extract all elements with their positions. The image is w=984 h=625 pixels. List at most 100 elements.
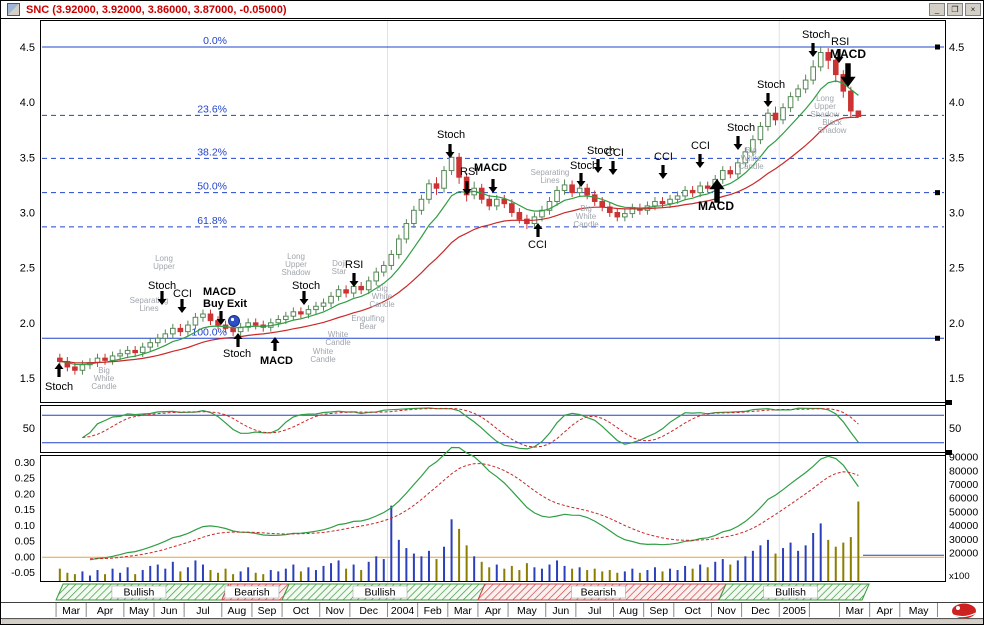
- axis-month-label: Aug: [228, 605, 247, 617]
- signal-label: RSI: [460, 166, 478, 178]
- volume-axis-label: 90000: [949, 452, 978, 464]
- pattern-label: Big: [376, 284, 388, 293]
- axis-month-label: Dec: [751, 605, 770, 617]
- signal-label: Stoch: [727, 122, 755, 134]
- ma-fast-line: [59, 80, 859, 366]
- candle-body: [606, 206, 613, 214]
- candle-body: [433, 183, 440, 189]
- candle-body: [192, 316, 199, 326]
- candle-body: [102, 357, 108, 361]
- pattern-label: White: [94, 374, 115, 383]
- signal-arrow-down-icon: [593, 159, 603, 173]
- signal-label: CCI: [528, 239, 547, 251]
- price-panel[interactable]: [40, 20, 946, 403]
- fib-level-label: 50.0%: [197, 181, 227, 193]
- candle-body: [652, 200, 658, 207]
- candle-body: [388, 253, 395, 266]
- pattern-label: Lines: [540, 176, 559, 185]
- signal-label: RSI: [831, 36, 849, 48]
- pattern-label: Separating: [130, 296, 169, 305]
- candle-body: [757, 125, 764, 141]
- panel-splitter-handle: [945, 450, 952, 455]
- axis-month-label: Jun: [161, 605, 178, 617]
- candle-body: [802, 79, 809, 90]
- candle-body: [780, 107, 786, 121]
- volume-axis-label: 80000: [949, 465, 978, 477]
- candle-body: [772, 112, 779, 121]
- pattern-label: White: [372, 292, 393, 301]
- fibonacci-layer: 0.0% 23.6% 38.2% 50.0% 61.8% 100.0%: [42, 35, 944, 341]
- ma-slow-line: [59, 116, 859, 364]
- signal-arrow-down-icon: [462, 181, 472, 195]
- fib-level-label: 61.8%: [197, 215, 227, 227]
- ribbon-label: Bullish: [123, 587, 154, 599]
- signal-arrow-up-icon: [270, 337, 280, 351]
- candle-body: [787, 96, 794, 109]
- candle-body: [554, 189, 560, 202]
- candle-body: [524, 218, 530, 225]
- signal-arrow-down-icon: [763, 93, 773, 107]
- pattern-label: Shadow: [811, 110, 840, 119]
- pattern-label: Bear: [360, 322, 377, 331]
- price-axis-label: 2.0: [20, 318, 35, 330]
- close-button[interactable]: ×: [965, 3, 981, 16]
- pattern-label-layer: BigWhiteCandleLongUpperSeparatingLinesLo…: [91, 94, 846, 391]
- stoch-panel[interactable]: [40, 405, 946, 453]
- signal-label: Stoch: [148, 280, 176, 292]
- signal-arrow-down-icon: [695, 154, 705, 168]
- macd-axis-label: 0.10: [15, 520, 36, 532]
- signal-arrow-down-icon: [349, 273, 359, 287]
- candle-body: [365, 280, 372, 291]
- restore-button[interactable]: ❐: [947, 3, 963, 16]
- candle-body: [735, 162, 741, 175]
- axis-month-label: Sep: [649, 605, 668, 617]
- candle-body: [124, 349, 131, 355]
- fib-level-label: 23.6%: [197, 103, 227, 115]
- signal-arrow-down-icon: [157, 291, 167, 305]
- pattern-label: Star: [332, 267, 347, 276]
- signal-arrow-down-icon: [658, 165, 668, 179]
- pattern-label: Shadow: [818, 126, 847, 135]
- candle-body: [79, 364, 86, 371]
- signal-label: Stoch: [292, 280, 320, 292]
- ribbon-label-chip: [224, 585, 280, 599]
- candle-body: [584, 187, 590, 196]
- brand-logo-swoosh: [952, 612, 977, 618]
- signal-label: Stoch: [802, 29, 830, 41]
- axis-month-label: Jun: [552, 605, 569, 617]
- candle-body: [426, 183, 432, 200]
- pattern-label: Long: [155, 254, 173, 263]
- price-axis-label: 4.0: [949, 97, 964, 109]
- candle-body: [546, 200, 553, 211]
- ribbon-label-chip: [763, 585, 818, 599]
- price-axis-label: 2.5: [20, 263, 35, 275]
- signal-label: MACD: [698, 199, 734, 213]
- minimize-button[interactable]: _: [929, 3, 945, 16]
- ribbon-label: Bearish: [234, 587, 270, 599]
- axis-month-label: Oct: [293, 605, 309, 617]
- signal-label: Stoch: [757, 79, 785, 91]
- candle-body: [719, 170, 726, 180]
- pattern-label: White: [576, 212, 597, 221]
- fib-handle: [935, 335, 940, 341]
- axis-month-label: Aug: [619, 605, 638, 617]
- pattern-label: Big: [580, 204, 592, 213]
- axis-month-label: Dec: [359, 605, 378, 617]
- candle-body: [704, 185, 711, 189]
- candle-body: [750, 139, 756, 153]
- candle-body: [795, 88, 801, 98]
- signal-arrow-down-icon: [576, 173, 586, 187]
- signal-arrow-up-icon: [709, 179, 725, 203]
- macd-volume-panel[interactable]: [40, 455, 946, 582]
- candle-body: [328, 295, 334, 304]
- window-controls: _ ❐ ×: [929, 3, 981, 16]
- axis-month-label: 2004: [391, 605, 415, 617]
- candle-body: [207, 313, 214, 322]
- candle-body: [313, 305, 319, 311]
- price-axis: 4.5 4.5 4.0 4.0 3.5 3.5 3.0 3.0 2.5 2.5 2.0 2.0 1.5 1…: [20, 42, 965, 385]
- volume-axis-label: 50000: [949, 506, 978, 518]
- candle-body: [162, 333, 169, 339]
- pattern-label: Doji: [332, 259, 346, 268]
